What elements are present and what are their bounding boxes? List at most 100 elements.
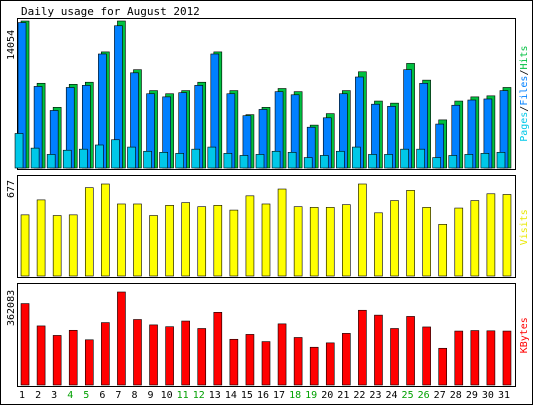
- x-tick-label: 31: [498, 390, 510, 401]
- bar-visits: [454, 207, 464, 277]
- bar-kbytes: [149, 324, 158, 386]
- legend-visits: Visits: [519, 209, 530, 245]
- y-max-label-kbytes: 362083: [6, 290, 17, 326]
- legend-entry: Visits: [519, 209, 530, 245]
- bar-pages: [336, 150, 345, 169]
- bar-pages: [207, 146, 217, 169]
- bar-kbytes: [502, 330, 512, 386]
- bar-pages: [14, 133, 24, 169]
- bar-kbytes: [390, 328, 399, 386]
- bar-kbytes: [84, 339, 94, 386]
- x-tick-label: 1: [19, 390, 25, 401]
- bar-visits: [84, 187, 94, 277]
- bar-visits: [390, 200, 399, 277]
- bar-pages: [271, 150, 281, 169]
- x-tick-label: 9: [148, 390, 154, 401]
- x-tick-label: 27: [434, 390, 446, 401]
- bar-pages: [30, 147, 40, 169]
- x-tick-label: 19: [305, 390, 317, 401]
- bar-kbytes: [117, 291, 126, 386]
- x-tick-label: 28: [450, 390, 462, 401]
- bar-visits: [133, 203, 142, 277]
- bar-visits: [36, 199, 46, 277]
- bar-pages: [191, 148, 201, 169]
- bar-kbytes: [325, 342, 335, 386]
- bar-pages: [287, 152, 297, 169]
- bar-pages: [239, 155, 249, 169]
- x-tick-label: 16: [257, 390, 269, 401]
- bar-visits: [68, 214, 78, 277]
- bar-pages: [111, 139, 120, 169]
- x-tick-label: 7: [115, 390, 121, 401]
- bar-pages: [223, 153, 233, 169]
- bar-pages: [127, 146, 136, 169]
- bar-visits: [52, 215, 62, 277]
- bar-visits: [181, 202, 190, 277]
- panel-kbytes: 362083 KBytes: [6, 283, 530, 387]
- bar-visits: [422, 207, 431, 277]
- y-max-label-visits: 677: [6, 180, 17, 198]
- bar-visits: [470, 200, 480, 277]
- bar-visits: [20, 214, 30, 277]
- bar-pages: [480, 153, 490, 169]
- bar-visits: [309, 207, 319, 277]
- bar-pages: [319, 155, 329, 169]
- x-tick-label: 18: [289, 390, 301, 401]
- bar-pages: [400, 148, 409, 169]
- bar-pages: [95, 144, 104, 169]
- bar-visits: [213, 205, 223, 277]
- x-tick-label: 30: [482, 390, 494, 401]
- bar-kbytes: [293, 337, 303, 386]
- bar-pages: [496, 152, 506, 169]
- bar-kbytes: [181, 320, 190, 386]
- legend-entry: /: [519, 106, 530, 112]
- bar-kbytes: [165, 326, 174, 386]
- bar-visits: [149, 215, 158, 277]
- x-tick-label: 14: [225, 390, 237, 401]
- bar-kbytes: [309, 346, 319, 386]
- bar-pages: [159, 152, 168, 169]
- bar-visits: [117, 203, 126, 277]
- bar-kbytes: [438, 347, 448, 386]
- legend-entry: /: [519, 70, 530, 76]
- bar-visits: [502, 194, 512, 277]
- bar-kbytes: [342, 333, 351, 386]
- bar-visits: [358, 183, 367, 277]
- bar-pages: [416, 148, 425, 169]
- bar-pages: [78, 148, 88, 169]
- x-tick-label: 4: [67, 390, 73, 401]
- legend-entry: Pages: [519, 112, 530, 142]
- bar-visits: [438, 224, 448, 277]
- x-tick-label: 17: [273, 390, 285, 401]
- bar-visits: [245, 195, 255, 277]
- bar-pages: [175, 153, 184, 169]
- bar-kbytes: [277, 323, 287, 386]
- bar-kbytes: [261, 341, 271, 386]
- bar-kbytes: [422, 326, 431, 386]
- x-tick-label: 22: [353, 390, 365, 401]
- x-tick-label: 3: [51, 390, 57, 401]
- bar-visits: [101, 183, 110, 277]
- bar-kbytes: [486, 330, 496, 386]
- bar-visits: [261, 203, 271, 277]
- x-tick-label: 25: [402, 390, 414, 401]
- bar-pages: [464, 154, 474, 169]
- bar-pages: [432, 157, 442, 169]
- bar-kbytes: [197, 328, 207, 386]
- x-tick-label: 20: [321, 390, 333, 401]
- bar-pages: [143, 150, 152, 169]
- x-tick-label: 15: [241, 390, 253, 401]
- bar-pages: [255, 154, 265, 169]
- bar-visits: [342, 204, 351, 277]
- bar-kbytes: [374, 314, 383, 386]
- x-tick-label: 24: [385, 390, 397, 401]
- x-tick-label: 8: [131, 390, 137, 401]
- legend-entry: Hits: [519, 45, 530, 69]
- bar-visits: [374, 212, 383, 277]
- bar-visits: [197, 206, 207, 277]
- bar-pages: [62, 149, 72, 169]
- legend-kbytes: KBytes: [519, 317, 530, 353]
- legend-entry: Files: [519, 76, 530, 106]
